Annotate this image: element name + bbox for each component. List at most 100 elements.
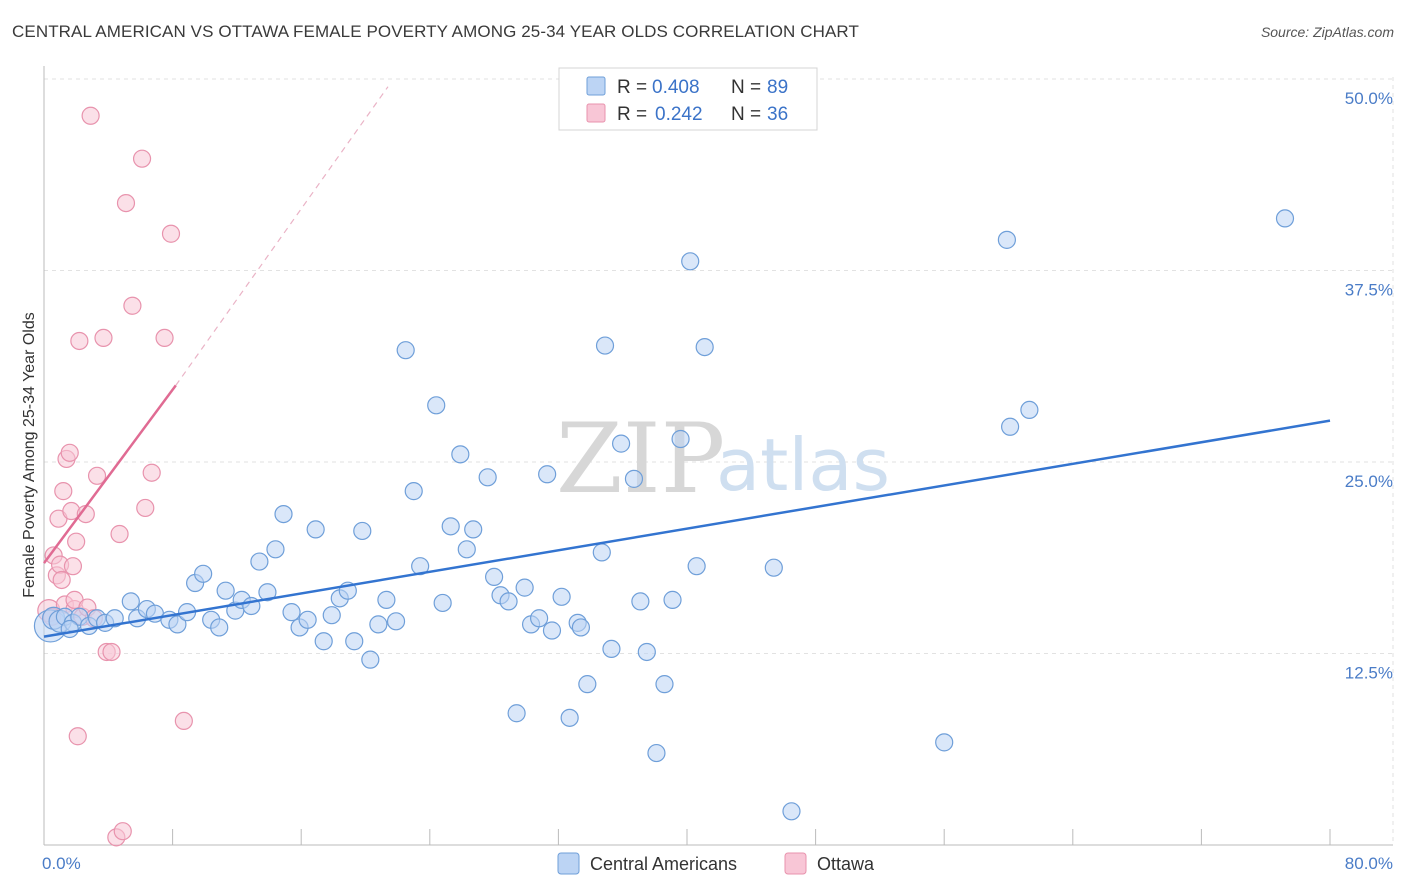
ottawa-point-23: [87, 466, 107, 485]
legend-swatch-blue: [586, 76, 606, 96]
ottawa-point-10: [60, 443, 79, 462]
central-americans-point-41: [377, 590, 396, 609]
central-americans-point-55: [499, 592, 518, 611]
central-americans-point-88: [60, 619, 79, 639]
ottawa-point-29: [113, 822, 132, 841]
legend: R = 0.408 N = 89 R = 0.242 N = 36: [558, 67, 818, 131]
watermark-zip: ZIP: [556, 403, 725, 515]
central-americans-point-39: [361, 650, 380, 669]
central-americans-point-83: [935, 733, 954, 752]
central-americans-point-56: [507, 704, 526, 723]
central-americans-point-62: [552, 587, 571, 606]
central-americans-point-53: [485, 567, 504, 587]
trend-layer: [42, 86, 1331, 638]
x-tick-label-0: 0.0%: [42, 854, 81, 873]
ottawa-trend-line: [42, 384, 177, 564]
central-americans-point-28: [274, 504, 293, 524]
x-tick-label-1: 80.0%: [1345, 854, 1393, 873]
central-americans-point-61: [542, 621, 562, 640]
central-americans-point-75: [655, 675, 674, 694]
ticks-layer: 12.5% 25.0% 37.5% 50.0% 0.0% 80.0%: [42, 89, 1393, 873]
central-americans-point-87: [1275, 209, 1295, 228]
points-layer: [33, 106, 1295, 847]
central-americans-point-60: [538, 465, 557, 484]
central-americans-point-81: [764, 558, 783, 577]
ottawa-point-6: [52, 570, 71, 590]
legend-n-value-2: 36: [767, 104, 788, 125]
central-americans-point-80: [695, 338, 714, 357]
central-americans-point-69: [602, 639, 621, 659]
legend-r-label-1: R =: [617, 77, 647, 98]
central-americans-point-38: [353, 521, 372, 541]
central-americans-point-72: [631, 592, 650, 611]
legend-n-value-1: 89: [767, 77, 788, 98]
bottom-legend-swatch-pink: [784, 852, 807, 875]
ottawa-point-30: [116, 193, 136, 213]
central-americans-point-65: [571, 618, 591, 637]
central-americans-point-34: [322, 606, 341, 625]
watermark: ZIP atlas: [556, 403, 890, 515]
central-americans-point-29: [282, 603, 301, 622]
legend-swatch-pink: [586, 103, 606, 123]
central-americans-point-10: [121, 592, 140, 611]
bottom-legend-swatch-blue: [557, 852, 580, 875]
central-americans-point-25: [250, 552, 269, 571]
ottawa-point-12: [63, 557, 83, 576]
central-americans-point-86: [1020, 400, 1039, 420]
ottawa-point-16: [68, 727, 87, 746]
ottawa-point-33: [136, 498, 155, 518]
legend-r-label-2: R =: [617, 104, 647, 125]
y-tick-label-2: 37.5%: [1345, 281, 1393, 300]
central-americans-point-18: [194, 564, 213, 583]
central-americans-point-68: [595, 336, 615, 355]
ottawa-point-21: [81, 106, 100, 125]
y-tick-label-3: 50.0%: [1345, 89, 1393, 108]
central-americans-point-33: [314, 632, 333, 651]
ottawa-point-34: [142, 463, 161, 482]
bottom-legend: Central Americans Ottawa: [557, 852, 875, 875]
central-americans-point-59: [530, 609, 549, 628]
central-americans-point-40: [369, 615, 388, 634]
legend-r-value-2: 0.242: [655, 104, 703, 125]
central-americans-point-21: [216, 581, 235, 600]
central-americans-point-26: [258, 583, 277, 602]
central-americans-point-76: [663, 590, 682, 609]
central-americans-point-49: [451, 445, 470, 464]
central-americans-point-79: [687, 557, 706, 576]
ottawa-point-31: [123, 296, 142, 315]
axes-layer: [43, 66, 1393, 846]
central-americans-point-52: [478, 468, 497, 487]
central-americans-point-77: [671, 429, 690, 449]
central-americans-point-50: [457, 540, 476, 559]
watermark-atlas: atlas: [716, 423, 890, 507]
ottawa-point-24: [94, 328, 113, 348]
ottawa-point-35: [155, 328, 174, 348]
y-tick-label-0: 12.5%: [1345, 664, 1393, 683]
central-americans-point-63: [560, 708, 579, 727]
central-americans-point-78: [681, 252, 700, 271]
central-americans-point-15: [168, 615, 187, 634]
ottawa-point-32: [132, 149, 152, 168]
central-americans-point-73: [637, 642, 656, 662]
central-americans-point-57: [515, 578, 534, 597]
central-americans-point-84: [997, 230, 1016, 249]
central-americans-point-74: [647, 743, 666, 763]
central-americans-point-31: [298, 610, 317, 629]
legend-r-value-1: 0.408: [652, 77, 700, 98]
central-americans-point-66: [578, 675, 597, 694]
central-americans-point-43: [396, 341, 415, 360]
legend-n-label-1: N =: [731, 77, 761, 98]
central-americans-point-20: [210, 618, 229, 637]
central-americans-point-51: [464, 520, 483, 539]
chart-title: CENTRAL AMERICAN VS OTTAWA FEMALE POVERT…: [12, 22, 859, 41]
source-label: Source: ZipAtlas.com: [1260, 24, 1394, 40]
ottawa-trend-extension: [175, 86, 389, 386]
central-americans-point-44: [404, 482, 423, 501]
central-americans-point-67: [592, 543, 611, 562]
ottawa-point-37: [174, 711, 193, 731]
legend-n-label-2: N =: [731, 104, 761, 125]
central-americans-point-85: [1001, 417, 1020, 436]
central-americans-point-82: [782, 802, 801, 821]
central-americans-point-27: [266, 540, 285, 559]
central-americans-point-9: [105, 609, 124, 628]
